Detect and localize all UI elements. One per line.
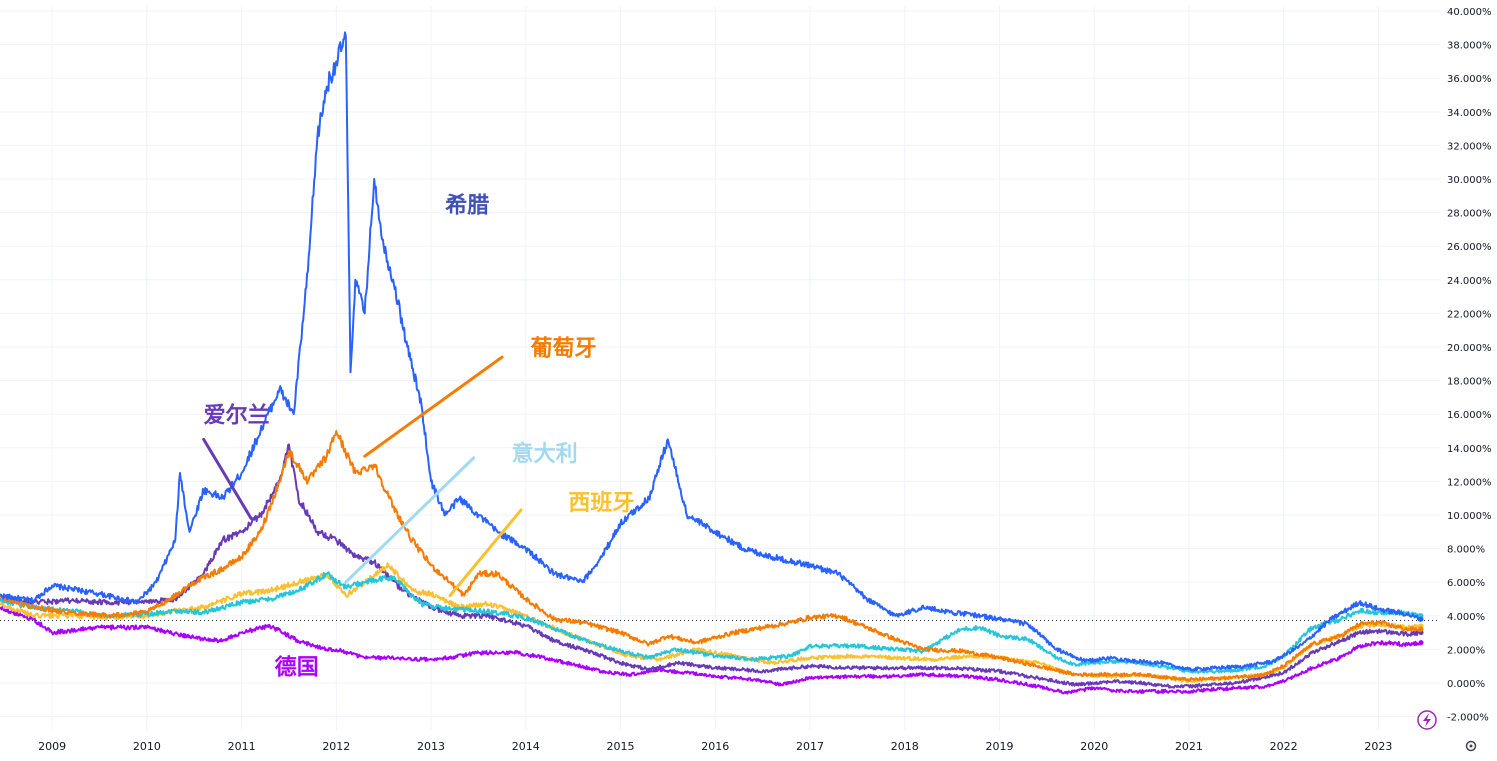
x-tick-label-1: 2010 — [133, 740, 161, 753]
x-tick-label-6: 2015 — [607, 740, 635, 753]
x-tick-label-7: 2016 — [701, 740, 729, 753]
series-line-2 — [0, 571, 1422, 674]
y-tick-label-20: 38.000% — [1447, 41, 1492, 52]
gear-icon-center — [1469, 744, 1473, 748]
annotation-label-2: 意大利 — [512, 441, 578, 467]
y-tick-label-13: 24.000% — [1447, 276, 1492, 287]
y-tick-label-12: 22.000% — [1447, 309, 1492, 320]
series-line-1 — [0, 430, 1423, 682]
y-tick-label-21: 40.000% — [1447, 7, 1492, 18]
y-tick-label-11: 20.000% — [1447, 343, 1492, 354]
annotation-arrow-2 — [344, 456, 476, 584]
y-tick-label-18: 34.000% — [1447, 108, 1492, 119]
y-tick-label-15: 28.000% — [1447, 209, 1492, 220]
x-tick-label-3: 2012 — [322, 740, 350, 753]
x-tick-label-4: 2013 — [417, 740, 445, 753]
series-endpoint-0 — [1418, 616, 1424, 622]
y-tick-label-2: 2.000% — [1447, 645, 1485, 656]
annotation-arrow-3 — [448, 508, 523, 598]
y-tick-label-0: -2.000% — [1447, 713, 1489, 724]
ui-layer — [1417, 710, 1477, 752]
annotation-label-0: 希腊 — [445, 193, 489, 219]
annotation-arrow-4 — [202, 437, 253, 520]
y-tick-label-3: 4.000% — [1447, 612, 1485, 623]
x-tick-label-8: 2017 — [796, 740, 824, 753]
x-tick-label-14: 2023 — [1364, 740, 1392, 753]
annotation-label-4: 爱尔兰 — [204, 403, 270, 429]
y-tick-label-4: 6.000% — [1447, 578, 1485, 589]
series-line-3 — [0, 562, 1422, 684]
x-tick-label-5: 2014 — [512, 740, 540, 753]
lightning-icon-ring[interactable] — [1417, 710, 1437, 730]
annotation-label-1: 葡萄牙 — [530, 336, 597, 361]
x-tick-label-13: 2022 — [1270, 740, 1298, 753]
annotation-label-3: 西班牙 — [568, 491, 634, 516]
series-line-4 — [0, 443, 1423, 689]
y-tick-label-8: 14.000% — [1447, 444, 1492, 455]
y-tick-label-7: 12.000% — [1447, 477, 1492, 488]
y-tick-label-14: 26.000% — [1447, 242, 1492, 253]
lightning-icon[interactable] — [1423, 713, 1431, 727]
y-tick-label-16: 30.000% — [1447, 175, 1492, 186]
x-tick-label-11: 2020 — [1080, 740, 1108, 753]
series-endpoint-1 — [1418, 626, 1424, 632]
x-tick-label-10: 2019 — [985, 740, 1013, 753]
y-axis: -2.000% 0.000% 2.000% 4.000% 6.000% 8.000% 10.… — [1447, 7, 1492, 724]
x-tick-label-2: 2011 — [228, 740, 256, 753]
x-tick-label-9: 2018 — [891, 740, 919, 753]
annotation-arrow-1 — [363, 355, 504, 458]
y-tick-label-10: 18.000% — [1447, 377, 1492, 388]
annotation-label-5: 德国 — [275, 655, 319, 681]
gear-icon[interactable] — [1465, 740, 1477, 752]
x-tick-label-0: 2009 — [38, 740, 66, 753]
series-layer — [0, 31, 1424, 695]
series-line-5 — [0, 605, 1423, 695]
y-tick-label-6: 10.000% — [1447, 511, 1492, 522]
y-tick-label-17: 32.000% — [1447, 141, 1492, 152]
x-axis: 2009 2010 2011 2012 2013 2014 2015 2016 2017 2018… — [38, 740, 1392, 753]
y-tick-label-9: 16.000% — [1447, 410, 1492, 421]
series-line-0 — [0, 31, 1423, 672]
series-endpoint-5 — [1418, 640, 1424, 646]
grid-layer — [0, 6, 1440, 730]
x-tick-label-12: 2021 — [1175, 740, 1203, 753]
y-tick-label-1: 0.000% — [1447, 679, 1485, 690]
y-tick-label-19: 36.000% — [1447, 74, 1492, 85]
y-tick-label-5: 8.000% — [1447, 545, 1485, 556]
